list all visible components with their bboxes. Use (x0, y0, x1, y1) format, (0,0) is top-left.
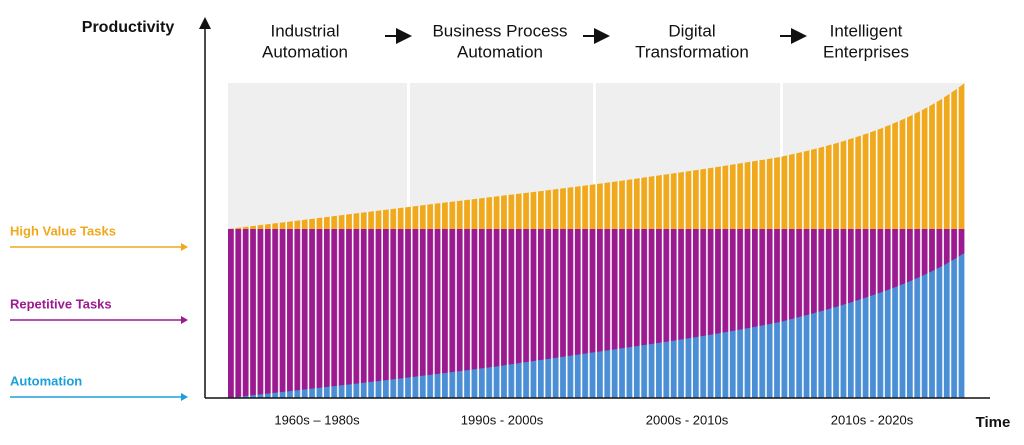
layer-arrowhead (181, 316, 188, 324)
phase-label: Automation (457, 42, 543, 61)
phase-label: Digital (668, 21, 715, 40)
phase-label: Intelligent (830, 21, 903, 40)
phase-label: Enterprises (823, 42, 909, 61)
period-label: 2000s - 2010s (646, 412, 729, 427)
phase-label: Business Process (432, 21, 567, 40)
layer-arrowhead (181, 393, 188, 401)
layer-label: Repetitive Tasks (10, 296, 112, 311)
period-label: 2010s - 2020s (831, 412, 914, 427)
phase-label: Industrial (271, 21, 340, 40)
period-label: 1960s – 1980s (274, 412, 360, 427)
y-axis-label: Productivity (82, 19, 175, 36)
phase-label: Automation (262, 42, 348, 61)
layer-arrowhead (181, 243, 188, 251)
phase-label: Transformation (635, 42, 749, 61)
layer-label: High Value Tasks (10, 223, 116, 238)
layer-label: Automation (10, 373, 82, 388)
period-label: 1990s - 2000s (461, 412, 544, 427)
x-axis-label: Time (976, 414, 1011, 431)
